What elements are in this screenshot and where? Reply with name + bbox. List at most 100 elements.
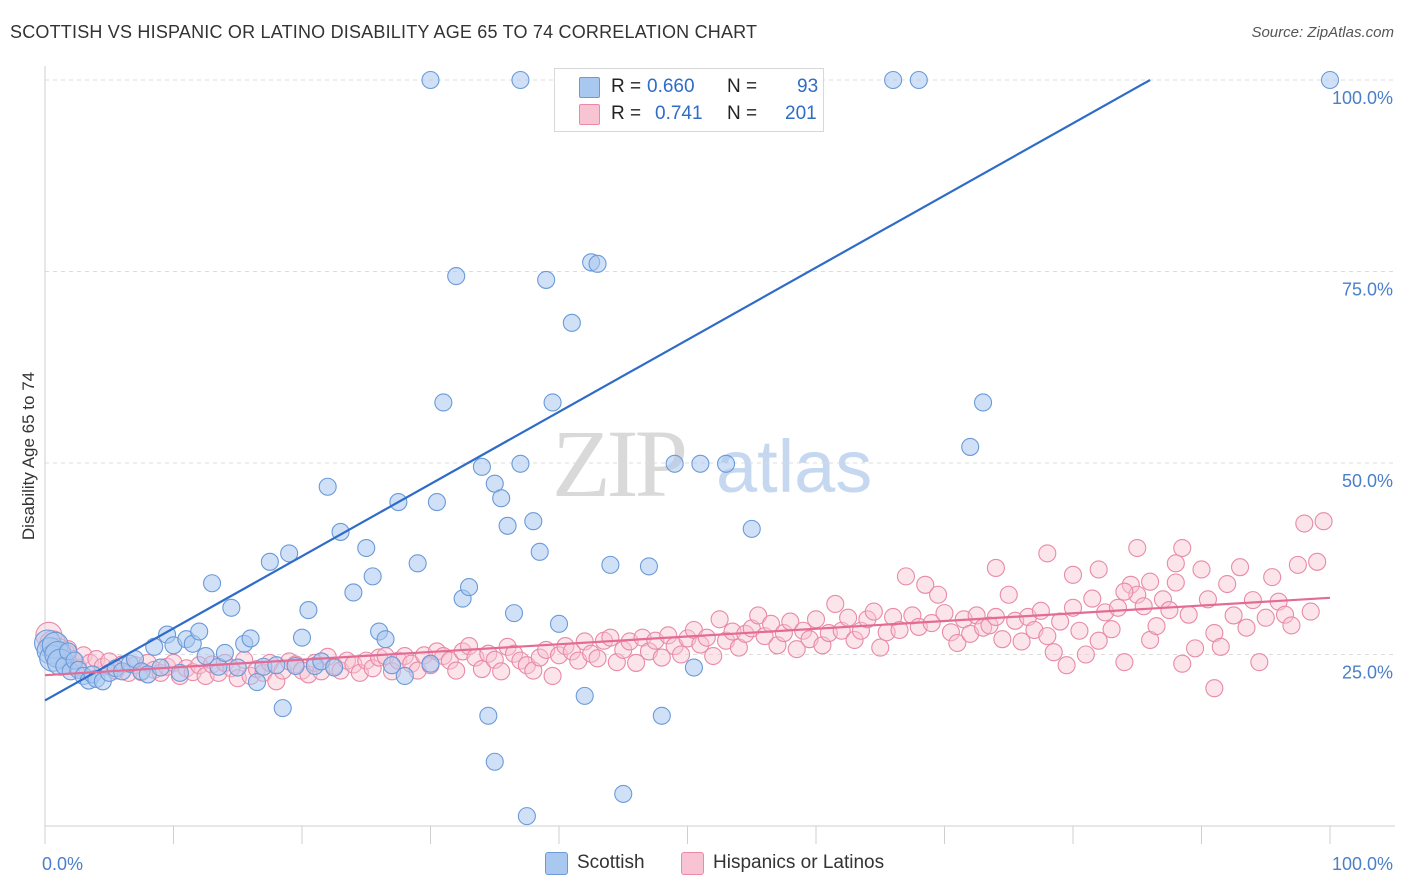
data-point: [543, 666, 562, 685]
data-point: [485, 752, 504, 771]
source-label: Source: ZipAtlas.com: [1251, 24, 1394, 41]
data-point: [582, 644, 601, 663]
data-point: [1083, 589, 1102, 608]
legend-n-value: 201: [785, 103, 817, 124]
data-point: [1205, 679, 1224, 698]
data-point: [1243, 591, 1262, 610]
data-point: [325, 658, 344, 677]
data-point: [665, 454, 684, 473]
data-point: [292, 628, 312, 647]
data-point: [1308, 552, 1327, 571]
data-point: [1031, 601, 1050, 620]
data-point: [839, 608, 858, 627]
data-point: [806, 610, 826, 629]
data-point: [421, 654, 440, 673]
data-point: [485, 650, 504, 669]
data-point: [941, 623, 960, 642]
data-point: [588, 254, 607, 273]
y-tick-label: 50.0%: [1342, 471, 1393, 491]
data-point: [1038, 544, 1057, 563]
grid-lines: [45, 79, 1395, 655]
data-point: [357, 538, 376, 558]
data-point: [742, 519, 761, 538]
data-point: [1121, 575, 1140, 594]
data-point: [395, 666, 414, 685]
data-point: [280, 544, 299, 563]
data-point: [318, 477, 337, 496]
data-point: [1250, 653, 1269, 672]
data-point: [1115, 653, 1134, 672]
bottom-legend-label-scottish: Scottish: [577, 852, 645, 873]
y-tick-label: 75.0%: [1342, 280, 1393, 300]
data-point: [363, 567, 382, 586]
data-point: [1108, 598, 1128, 617]
data-point: [601, 628, 620, 647]
data-point: [973, 393, 993, 412]
data-point: [1038, 627, 1057, 646]
data-point: [299, 601, 318, 620]
data-point: [479, 706, 498, 725]
data-point: [1044, 643, 1063, 662]
data-point: [672, 645, 691, 664]
data-point: [363, 659, 382, 678]
tick-labels: 25.0% 50.0% 75.0% 100.0% 0.0% 100.0%: [42, 88, 1393, 874]
data-point: [896, 567, 916, 586]
trend-layer: [44, 79, 1331, 702]
stats-legend: R = 0.660 N = 93 R = 0.741 N = 201: [554, 68, 824, 132]
legend-r-label: R =: [611, 76, 642, 97]
data-point: [916, 575, 935, 594]
data-point: [864, 602, 883, 621]
data-point: [1134, 597, 1153, 616]
data-point: [948, 633, 967, 653]
data-point: [993, 630, 1012, 649]
data-point: [909, 70, 928, 90]
data-point: [543, 393, 562, 412]
data-point: [704, 646, 723, 666]
data-point: [170, 663, 189, 682]
data-point: [601, 555, 620, 574]
data-point: [1012, 632, 1031, 651]
x-tick-label: 100.0%: [1332, 854, 1393, 874]
data-point: [472, 660, 491, 679]
y-tick-label: 100.0%: [1332, 88, 1393, 108]
data-point: [684, 658, 703, 677]
data-point: [447, 267, 466, 286]
data-point: [1237, 618, 1256, 637]
data-point: [652, 706, 671, 725]
data-point: [614, 784, 633, 803]
data-point: [845, 630, 864, 649]
y-axis-label: Disability Age 65 to 74: [19, 372, 38, 540]
data-point: [408, 554, 427, 573]
data-point: [826, 594, 845, 613]
data-point: [1070, 621, 1089, 640]
data-point: [267, 656, 286, 675]
bottom-legend-swatch-scottish: [545, 852, 568, 875]
bottom-legend-label-hispanic: Hispanics or Latinos: [713, 852, 885, 873]
data-point: [1089, 560, 1108, 579]
data-point: [1192, 560, 1211, 579]
axes: [44, 66, 1395, 844]
watermark-atlas: atlas: [716, 425, 873, 508]
data-point: [588, 649, 607, 668]
series-scottish: [34, 70, 1340, 826]
bottom-legend-swatch-hispanic: [681, 852, 704, 875]
data-point: [260, 552, 279, 571]
data-point: [1166, 554, 1185, 573]
data-point: [986, 558, 1005, 577]
data-point: [273, 699, 292, 718]
trend-line-scottish: [44, 79, 1151, 702]
data-point: [999, 585, 1018, 604]
data-point: [575, 686, 594, 705]
data-point: [1057, 656, 1076, 675]
data-point: [376, 630, 395, 649]
data-point: [935, 604, 954, 623]
data-point: [203, 574, 222, 593]
data-point: [395, 646, 414, 666]
legend-swatch-scottish: [579, 77, 600, 98]
data-point: [241, 629, 260, 648]
data-point: [1231, 558, 1250, 577]
data-point: [524, 512, 543, 531]
data-point: [504, 604, 524, 623]
data-point: [145, 637, 164, 656]
